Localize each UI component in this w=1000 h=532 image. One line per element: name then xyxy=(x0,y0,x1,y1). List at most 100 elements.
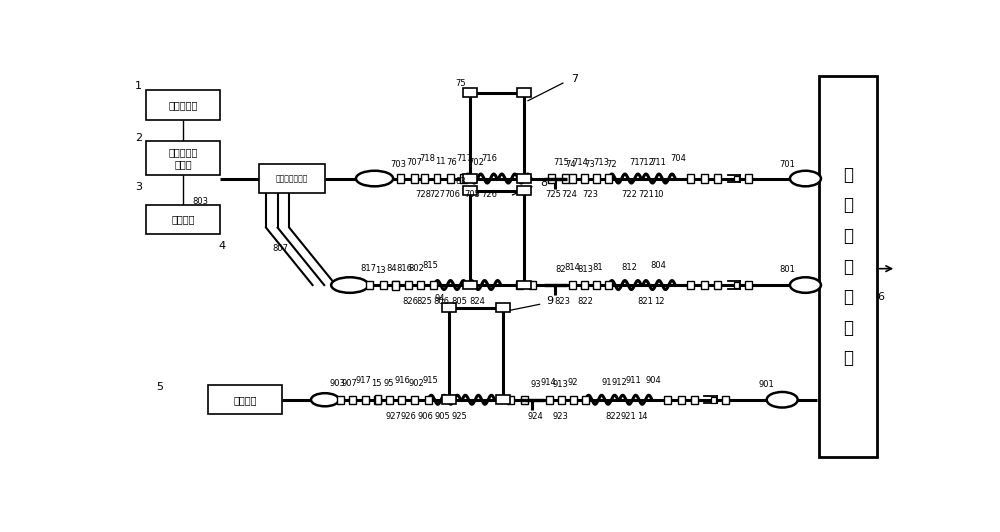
Bar xyxy=(605,281,612,289)
Bar xyxy=(507,396,514,404)
Text: 76: 76 xyxy=(447,157,457,167)
Text: 12: 12 xyxy=(654,297,665,306)
Text: 1: 1 xyxy=(135,81,142,92)
Text: 乳化自动配
比系统: 乳化自动配 比系统 xyxy=(168,147,198,169)
Ellipse shape xyxy=(767,392,798,408)
Bar xyxy=(581,174,588,182)
Text: 72: 72 xyxy=(606,160,617,169)
Text: 904: 904 xyxy=(646,376,661,385)
Text: 824: 824 xyxy=(470,297,486,306)
Bar xyxy=(362,396,369,404)
Bar xyxy=(442,303,456,312)
Bar xyxy=(411,396,418,404)
Text: 806: 806 xyxy=(433,297,449,306)
Bar xyxy=(392,281,399,289)
Text: 925: 925 xyxy=(452,412,468,421)
Text: 75: 75 xyxy=(455,79,466,88)
Text: 13: 13 xyxy=(375,266,386,275)
Text: 71: 71 xyxy=(629,157,639,167)
Text: 914: 914 xyxy=(540,378,556,387)
Ellipse shape xyxy=(356,171,393,186)
Bar xyxy=(548,174,555,182)
Text: 727: 727 xyxy=(429,190,445,200)
Bar xyxy=(417,281,424,289)
Text: 15: 15 xyxy=(371,379,381,388)
Bar xyxy=(517,174,531,183)
Bar xyxy=(701,174,708,182)
Text: 923: 923 xyxy=(553,412,568,421)
Ellipse shape xyxy=(311,393,339,406)
Text: 10: 10 xyxy=(653,190,663,200)
Text: 728: 728 xyxy=(415,190,431,200)
Ellipse shape xyxy=(790,171,821,186)
Text: 816: 816 xyxy=(396,264,412,273)
Bar xyxy=(463,174,477,183)
Text: 718: 718 xyxy=(419,154,435,163)
Bar xyxy=(582,396,589,404)
Text: 9: 9 xyxy=(546,296,553,306)
Text: 822: 822 xyxy=(605,412,621,421)
Bar xyxy=(146,90,220,120)
Bar xyxy=(516,281,523,289)
Text: 716: 716 xyxy=(481,154,497,163)
Bar xyxy=(678,396,685,404)
Text: 81: 81 xyxy=(592,263,603,272)
Text: 817: 817 xyxy=(360,264,376,273)
Bar xyxy=(517,280,531,289)
Bar xyxy=(463,280,477,289)
Text: 3: 3 xyxy=(135,182,142,192)
Bar xyxy=(711,397,716,403)
Text: 917: 917 xyxy=(356,376,372,385)
Bar xyxy=(208,385,282,414)
Text: 911: 911 xyxy=(626,376,641,385)
Text: 813: 813 xyxy=(577,265,593,274)
Bar xyxy=(745,281,752,289)
Text: 水处理系统: 水处理系统 xyxy=(168,100,198,110)
Text: 815: 815 xyxy=(422,261,438,270)
Bar xyxy=(374,396,381,404)
Bar xyxy=(517,186,531,195)
Bar xyxy=(558,396,565,404)
Text: 722: 722 xyxy=(622,190,637,200)
Bar xyxy=(463,186,477,195)
Text: 905: 905 xyxy=(435,412,451,421)
Bar xyxy=(521,396,528,404)
Text: 82: 82 xyxy=(555,265,566,274)
Text: 701: 701 xyxy=(780,160,796,169)
Bar xyxy=(714,174,721,182)
Text: 6: 6 xyxy=(877,293,884,302)
Text: 7: 7 xyxy=(571,74,578,84)
Text: 乳化泵站: 乳化泵站 xyxy=(171,214,195,225)
Bar xyxy=(430,281,437,289)
Text: 803: 803 xyxy=(192,196,208,205)
Text: 916: 916 xyxy=(395,376,410,385)
Bar xyxy=(734,282,739,288)
Text: 715: 715 xyxy=(553,157,569,167)
Text: 725: 725 xyxy=(546,190,562,200)
Bar xyxy=(569,174,576,182)
Bar xyxy=(819,76,877,457)
Text: 723: 723 xyxy=(582,190,598,200)
Bar xyxy=(411,174,418,182)
Text: 915: 915 xyxy=(422,376,438,385)
Bar xyxy=(434,174,440,183)
Bar xyxy=(349,396,356,404)
Text: 912: 912 xyxy=(612,378,627,387)
Text: 804: 804 xyxy=(650,261,666,270)
Text: 95: 95 xyxy=(383,379,394,388)
Bar xyxy=(593,174,600,182)
Text: 822: 822 xyxy=(577,297,593,306)
Text: 724: 724 xyxy=(561,190,577,200)
Text: 711: 711 xyxy=(650,157,666,167)
Bar xyxy=(460,174,467,182)
Bar xyxy=(569,281,576,289)
Text: 802: 802 xyxy=(408,264,424,273)
Text: 721: 721 xyxy=(638,190,654,200)
Bar xyxy=(421,174,428,182)
Bar xyxy=(701,281,708,289)
Bar xyxy=(546,396,553,404)
Text: 906: 906 xyxy=(418,412,434,421)
Text: 704: 704 xyxy=(670,154,686,163)
Text: 92: 92 xyxy=(568,378,578,387)
Bar xyxy=(386,396,393,404)
